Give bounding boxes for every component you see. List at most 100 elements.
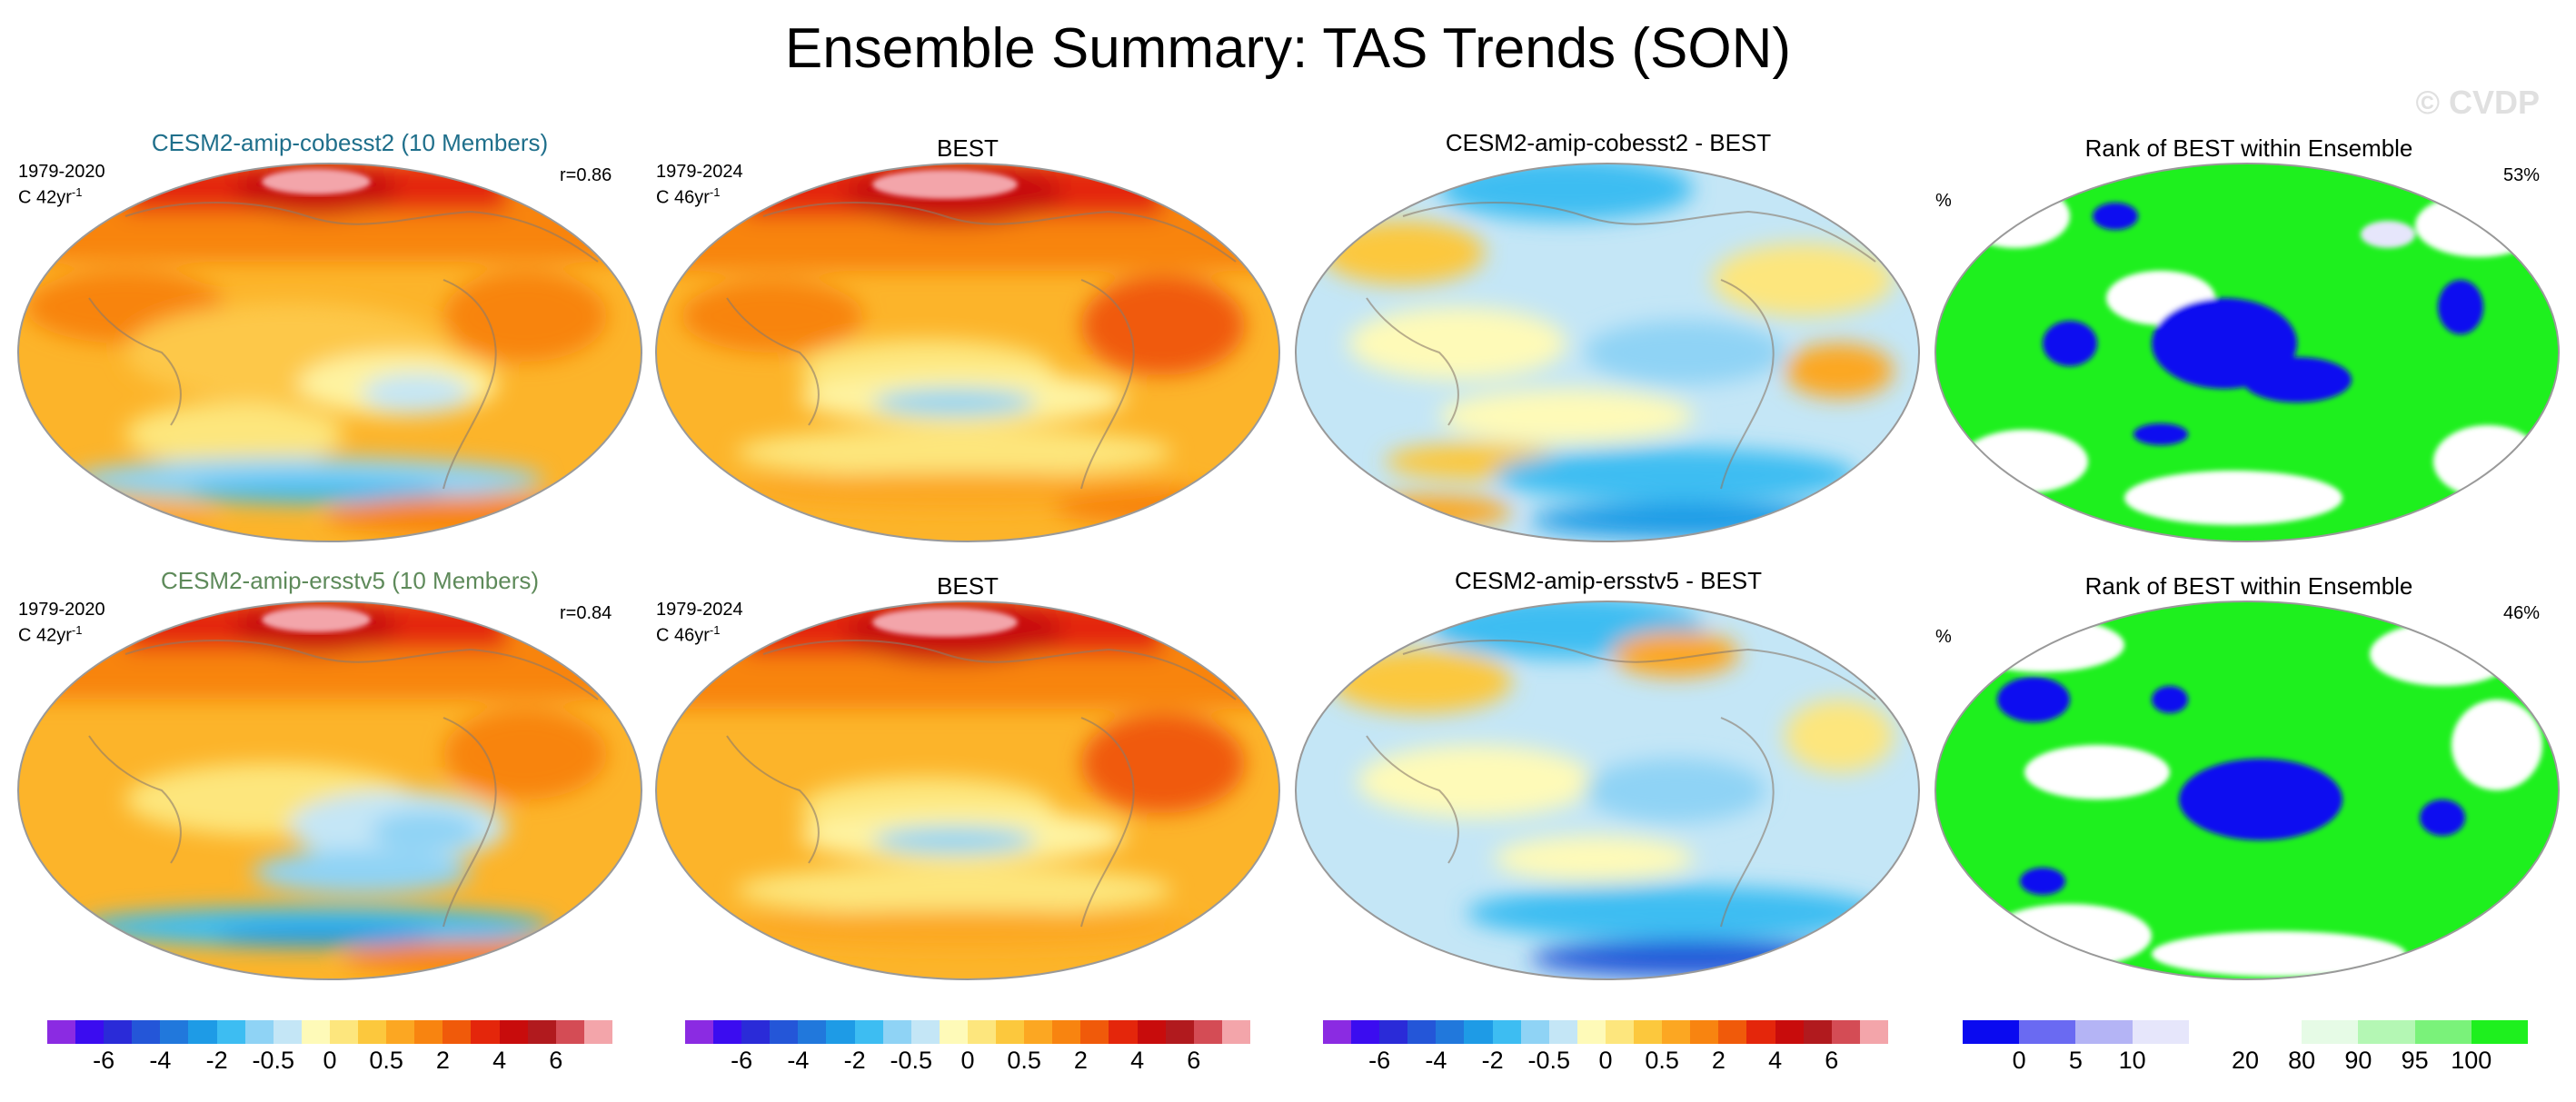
colorbar-swatch bbox=[1379, 1020, 1408, 1044]
row1-rank-percent-symbol: % bbox=[1935, 191, 1952, 211]
colorbar-swatch bbox=[1464, 1020, 1493, 1044]
colorbar-swatch bbox=[1024, 1020, 1053, 1044]
row1-diff-title: CESM2-amip-cobesst2 - BEST bbox=[1445, 129, 1772, 156]
colorbar-tick-label: -2 bbox=[205, 1047, 228, 1074]
colorbar-swatch bbox=[2132, 1020, 2189, 1044]
colorbar-swatch bbox=[104, 1020, 133, 1044]
row2-ensemble-correlation: r=0.84 bbox=[560, 603, 612, 623]
row1-ensemble-units: C 42yr-1 bbox=[18, 185, 83, 208]
colorbar-swatch bbox=[583, 1020, 612, 1044]
colorbar-swatch bbox=[1718, 1020, 1747, 1044]
colorbar-swatch bbox=[2302, 1020, 2359, 1044]
row2-rank-title: Rank of BEST within Ensemble bbox=[2084, 572, 2413, 600]
colorbar-swatch bbox=[1605, 1020, 1635, 1044]
row1-ensemble-period: 1979-2020 bbox=[18, 162, 105, 182]
row2-obs-units: C 46yr-1 bbox=[656, 623, 721, 646]
row2-obs-trend-map bbox=[654, 600, 1281, 981]
colorbar-swatch bbox=[2358, 1020, 2415, 1044]
colorbar-swatch bbox=[2471, 1020, 2529, 1044]
colorbar-tick-label: 4 bbox=[1130, 1047, 1145, 1074]
trend-colorbar-2 bbox=[685, 1020, 1250, 1044]
colorbar-swatch bbox=[798, 1020, 827, 1044]
trend-colorbar-1-labels: -6 -4 -2 -0.5 0 0.5 2 4 6 bbox=[47, 1047, 612, 1077]
row2-obs-period: 1979-2024 bbox=[656, 600, 743, 620]
colorbar-swatch bbox=[1052, 1020, 1081, 1044]
colorbar-tick-label: -6 bbox=[731, 1047, 753, 1074]
colorbar-swatch bbox=[75, 1020, 104, 1044]
rank-colorbar-labels: 0 5 10 20 80 90 95 100 bbox=[1963, 1047, 2528, 1077]
colorbar-tick-label: -6 bbox=[93, 1047, 115, 1074]
colorbar-swatch bbox=[1803, 1020, 1832, 1044]
colorbar-swatch bbox=[1351, 1020, 1380, 1044]
row2-rank-map bbox=[1934, 600, 2561, 981]
colorbar-swatch bbox=[1165, 1020, 1194, 1044]
colorbar-swatch bbox=[1548, 1020, 1577, 1044]
row2-ensemble-period: 1979-2020 bbox=[18, 600, 105, 620]
colorbar-tick-label: 0 bbox=[323, 1047, 337, 1074]
colorbar-tick-label: -0.5 bbox=[1527, 1047, 1571, 1074]
colorbar-tick-label: -4 bbox=[149, 1047, 172, 1074]
colorbar-swatch bbox=[1634, 1020, 1663, 1044]
row1-rank-percent-value: 53% bbox=[2503, 165, 2541, 185]
colorbar-swatch bbox=[1859, 1020, 1888, 1044]
colorbar-tick-label: -4 bbox=[787, 1047, 810, 1074]
row2-ensemble-units: C 42yr-1 bbox=[18, 623, 83, 646]
colorbar-swatch bbox=[386, 1020, 415, 1044]
colorbar-swatch bbox=[471, 1020, 500, 1044]
colorbar-swatch bbox=[882, 1020, 911, 1044]
row2-diff-map bbox=[1294, 600, 1921, 981]
colorbar-tick-label: 90 bbox=[2344, 1047, 2372, 1074]
row1-obs-period: 1979-2024 bbox=[656, 162, 743, 182]
colorbar-swatch bbox=[443, 1020, 472, 1044]
colorbar-swatch bbox=[1831, 1020, 1860, 1044]
colorbar-swatch bbox=[939, 1020, 968, 1044]
colorbar-swatch bbox=[2019, 1020, 2076, 1044]
colorbar-swatch bbox=[555, 1020, 584, 1044]
colorbar-tick-label: 0 bbox=[2012, 1047, 2026, 1074]
colorbar-swatch bbox=[826, 1020, 855, 1044]
colorbar-swatch bbox=[1576, 1020, 1606, 1044]
row1-ensemble-title: CESM2-amip-cobesst2 (10 Members) bbox=[151, 129, 549, 156]
colorbar-tick-label: 2 bbox=[1073, 1047, 1088, 1074]
colorbar-swatch bbox=[160, 1020, 189, 1044]
colorbar-swatch bbox=[1746, 1020, 1775, 1044]
colorbar-swatch bbox=[1520, 1020, 1549, 1044]
colorbar-tick-label: 0.5 bbox=[1645, 1047, 1679, 1074]
colorbar-swatch bbox=[216, 1020, 245, 1044]
row2-ensemble-title: CESM2-amip-ersstv5 (10 Members) bbox=[160, 567, 540, 594]
figure-title: Ensemble Summary: TAS Trends (SON) bbox=[784, 17, 1792, 80]
colorbar-tick-label: 0 bbox=[960, 1047, 975, 1074]
row2-rank-percent-symbol: % bbox=[1935, 627, 1952, 647]
colorbar-swatch bbox=[2414, 1020, 2472, 1044]
colorbar-swatch bbox=[2245, 1020, 2302, 1044]
colorbar-tick-label: 6 bbox=[1187, 1047, 1201, 1074]
colorbar-swatch bbox=[499, 1020, 528, 1044]
row1-rank-map bbox=[1934, 162, 2561, 543]
row2-diff-title: CESM2-amip-ersstv5 - BEST bbox=[1454, 567, 1763, 594]
colorbar-swatch bbox=[854, 1020, 883, 1044]
colorbar-swatch bbox=[1323, 1020, 1352, 1044]
colorbar-tick-label: 4 bbox=[1768, 1047, 1783, 1074]
colorbar-tick-label: 4 bbox=[492, 1047, 507, 1074]
colorbar-swatch bbox=[967, 1020, 997, 1044]
colorbar-swatch bbox=[1221, 1020, 1250, 1044]
colorbar-tick-label: 20 bbox=[2231, 1047, 2260, 1074]
colorbar-swatch bbox=[358, 1020, 387, 1044]
colorbar-swatch bbox=[770, 1020, 799, 1044]
colorbar-tick-label: 0.5 bbox=[369, 1047, 403, 1074]
colorbar-tick-label: 100 bbox=[2451, 1047, 2492, 1074]
colorbar-tick-label: 10 bbox=[2118, 1047, 2146, 1074]
colorbar-tick-label: 80 bbox=[2288, 1047, 2316, 1074]
colorbar-tick-label: -4 bbox=[1425, 1047, 1447, 1074]
row1-obs-title: BEST bbox=[937, 134, 999, 162]
colorbar-swatch bbox=[273, 1020, 302, 1044]
colorbar-swatch bbox=[1137, 1020, 1166, 1044]
colorbar-swatch bbox=[47, 1020, 76, 1044]
colorbar-swatch bbox=[1080, 1020, 1109, 1044]
colorbar-swatch bbox=[1193, 1020, 1222, 1044]
colorbar-tick-label: -6 bbox=[1368, 1047, 1391, 1074]
colorbar-swatch bbox=[1436, 1020, 1465, 1044]
colorbar-swatch bbox=[301, 1020, 330, 1044]
row2-ensemble-trend-map bbox=[16, 600, 643, 981]
colorbar-swatch bbox=[2075, 1020, 2133, 1044]
